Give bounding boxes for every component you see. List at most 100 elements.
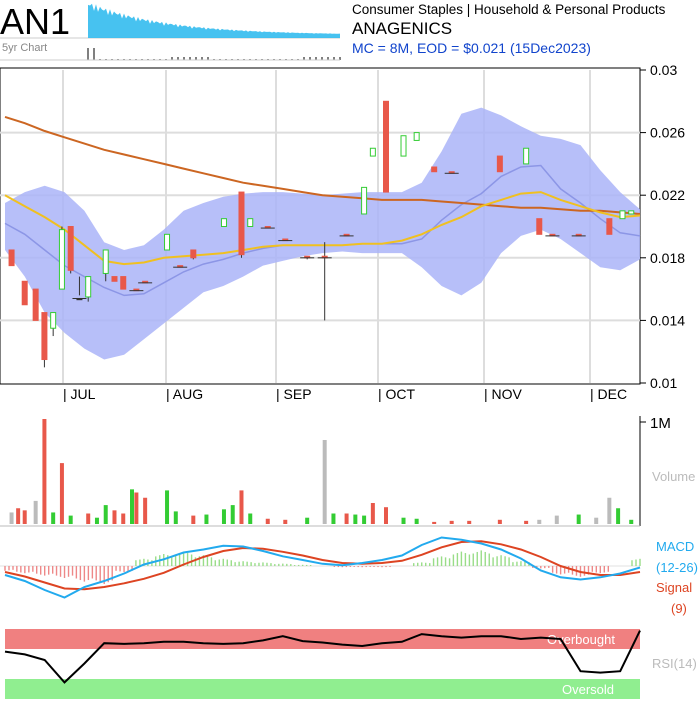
- price-candle: [260, 226, 275, 229]
- rsi-line: [4, 630, 641, 684]
- price-tick-label: 0.018: [650, 250, 685, 266]
- candle-body: [238, 191, 245, 256]
- rsi-label: RSI(14): [652, 656, 697, 671]
- price-candle: [58, 226, 65, 290]
- price-candle: [536, 218, 543, 235]
- candle-body: [536, 218, 543, 235]
- price-candle: [8, 249, 15, 267]
- price-candle: [21, 280, 28, 306]
- macd-line: [4, 536, 641, 599]
- volume-bar: [59, 463, 64, 524]
- volume-bar: [432, 521, 437, 524]
- volume-bar: [265, 518, 270, 524]
- volume-bar: [607, 497, 612, 524]
- volume-bar: [239, 490, 244, 524]
- signal-legend-title: Signal: [656, 580, 692, 595]
- candle-body: [619, 210, 626, 220]
- month-label: | AUG: [166, 386, 203, 402]
- volume-bar: [322, 440, 327, 524]
- candle-body: [369, 147, 376, 157]
- volume-bar: [594, 517, 599, 524]
- signal-line: [4, 540, 641, 591]
- candle-body: [523, 147, 530, 165]
- volume-bar: [143, 497, 148, 524]
- oversold-label: Oversold: [562, 682, 614, 697]
- price-candle: [102, 249, 109, 282]
- price-tick-label: 0.022: [650, 187, 685, 203]
- volume-panel: 1M Volume: [0, 415, 695, 527]
- volume-bar: [616, 508, 621, 524]
- candle-body: [8, 249, 15, 267]
- candle-body: [41, 312, 48, 361]
- macd-panel: MACD (12-26) Signal (9): [0, 536, 698, 616]
- price-candle: [339, 233, 354, 237]
- price-candle: [220, 218, 227, 228]
- volume-bar: [121, 513, 126, 524]
- volume-bar: [86, 513, 91, 524]
- volume-bar: [537, 519, 542, 524]
- macd-legend-params: (12-26): [656, 560, 698, 575]
- candle-body: [628, 210, 635, 215]
- volume-bar: [134, 492, 139, 524]
- price-candle: [72, 276, 87, 301]
- candle-body: [361, 186, 368, 215]
- price-candle: [300, 255, 315, 260]
- volume-bar: [467, 520, 472, 524]
- price-candle: [247, 218, 254, 228]
- candle-body: [220, 218, 227, 228]
- price-candle: [138, 280, 153, 284]
- volume-bar: [524, 520, 529, 524]
- short-moving-average-line: [4, 191, 641, 266]
- volume-bar: [68, 515, 73, 524]
- candle-body: [400, 135, 407, 157]
- company-name: ANAGENICS: [352, 19, 452, 38]
- price-candle: [413, 132, 420, 141]
- candle-body: [67, 226, 74, 271]
- price-candle: [361, 186, 368, 215]
- volume-bar: [305, 517, 310, 524]
- price-candle: [619, 210, 626, 220]
- price-candle: [606, 218, 613, 235]
- signal-legend-params: (9): [671, 601, 687, 616]
- price-tick-label: 0.03: [650, 62, 677, 78]
- price-candle: [571, 233, 586, 237]
- price-candle: [67, 226, 74, 274]
- price-tick-label: 0.014: [650, 312, 685, 328]
- candle-body: [111, 276, 118, 282]
- candle-body: [383, 100, 389, 193]
- volume-bar: [191, 515, 196, 524]
- volume-bar: [401, 517, 406, 524]
- volume-bar: [22, 510, 27, 524]
- candle-body: [164, 233, 171, 251]
- price-candle: [317, 242, 332, 321]
- candle-body: [431, 166, 438, 173]
- price-candle: [238, 191, 245, 258]
- candle-body: [120, 276, 127, 290]
- volume-bar: [370, 503, 375, 524]
- volume-bar: [42, 419, 47, 524]
- overbought-zone: [5, 629, 640, 649]
- oversold-zone: [5, 679, 640, 699]
- price-candles: [8, 100, 635, 368]
- volume-bars: [9, 419, 634, 524]
- sector-label: Consumer Staples | Household & Personal …: [352, 2, 666, 17]
- price-candle: [164, 233, 171, 251]
- volume-bar: [103, 505, 108, 524]
- price-candle: [496, 155, 503, 173]
- candle-body: [606, 218, 613, 235]
- market-summary: MC = 8M, EOD = $0.021 (15Dec2023): [352, 40, 591, 56]
- sparkline-caption: 5yr Chart: [2, 42, 47, 54]
- price-candle: [278, 238, 293, 242]
- volume-bar: [576, 514, 581, 524]
- price-y-axis: 0.03 0.026 0.022 0.018 0.014 0.01: [640, 62, 685, 391]
- volume-bar: [16, 508, 21, 524]
- long-moving-average-line: [4, 115, 641, 215]
- volume-bar: [248, 513, 253, 524]
- candle-body: [21, 280, 28, 306]
- sparkline-area: [88, 3, 340, 38]
- candle-body: [190, 249, 197, 259]
- candle-body: [496, 155, 503, 173]
